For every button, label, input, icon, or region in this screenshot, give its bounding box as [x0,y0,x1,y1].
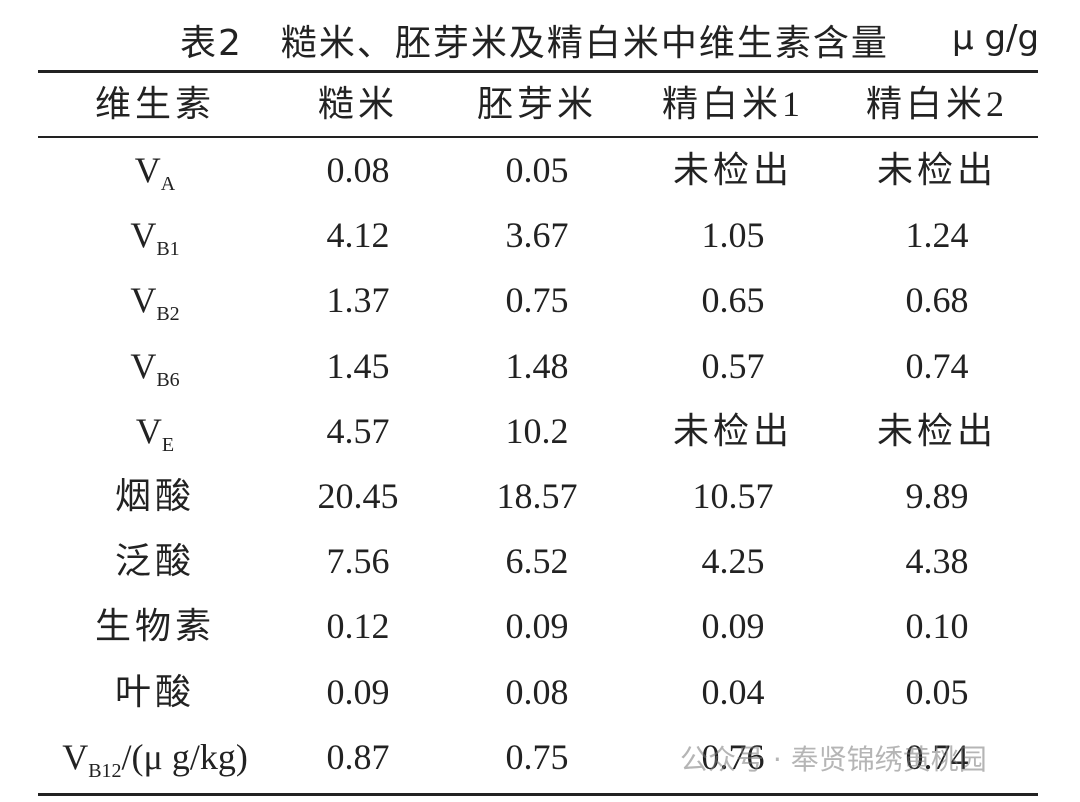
header-cell: 糙米 [317,84,398,124]
unit: μ g/g [952,18,1040,58]
cell-value: 4.25 [701,541,765,582]
subscript: A [160,173,176,195]
label-text: V [130,280,157,321]
cell-value: 0.05 [905,671,969,712]
cell-value: 0.08 [326,150,390,190]
cell-value: 9.89 [905,476,969,516]
cell-value: 4.38 [905,541,969,582]
row-label: VA [55,150,255,204]
cell-value: 1.37 [326,280,390,321]
header-cell: 精白米2 [865,84,1008,124]
cell-value: 0.10 [905,606,969,647]
cell-value: 6.52 [505,541,569,582]
cell-value: 4.57 [326,410,390,451]
cell-value: 7.56 [326,541,390,582]
cell-value: 10.2 [505,410,569,451]
cell-value: 0.09 [701,606,765,647]
label-text: /(μ g/kg) [121,736,248,777]
cell-value: 18.57 [496,476,578,516]
subscript: B12 [88,759,122,782]
cell-value: 0.09 [505,606,569,647]
cell-value: 未检出 [672,150,793,190]
row-label: 烟酸 [114,476,195,516]
cell-value: 0.76 [701,736,765,777]
row-label: 泛酸 [114,541,195,582]
cell-value: 4.12 [326,215,390,256]
row-label: 生物素 [94,606,215,647]
cell-value: 0.74 [905,736,969,777]
header-cell: 胚芽米 [476,84,597,124]
cell-value: 0.68 [905,280,969,321]
row-label: VB2 [55,280,255,334]
header-cell: 维生素 [94,84,215,124]
subscript: B1 [156,238,180,261]
cell-value: 20.45 [317,476,399,516]
row-label: VB6 [55,346,255,400]
watermark: 公众号 · 奉贤锦绣黄桃园 [680,743,987,776]
cell-value: 未检出 [876,410,997,451]
subscript: B2 [156,303,180,326]
cell-value: 未检出 [672,410,793,451]
cell-value: 1.45 [326,345,390,386]
label-text: V [130,345,157,386]
top-rule [38,70,1038,73]
header-rule [38,136,1038,138]
cell-value: 0.05 [505,150,569,190]
label-text: V [130,215,157,256]
cell-value: 0.74 [905,345,969,386]
cell-value: 1.48 [505,345,569,386]
cell-value: 10.57 [692,476,774,516]
cell-value: 1.05 [701,215,765,256]
label-text: V [134,150,161,190]
label-text: V [62,736,89,777]
subscript: B6 [156,368,180,391]
subscript: E [161,433,175,456]
cell-value: 0.57 [701,345,765,386]
row-label: VB1 [55,215,255,269]
row-label: VE [55,411,255,465]
row-label: VB12/(μ g/kg) [55,737,255,791]
cell-value: 0.75 [505,280,569,321]
cell-value: 0.12 [326,606,390,647]
table-title: 表2 糙米、胚芽米及精白米中维生素含量 [180,23,889,64]
cell-value: 0.09 [326,671,390,712]
cell-value: 0.08 [505,671,569,712]
cell-value: 0.87 [326,736,390,777]
cell-value: 0.75 [505,736,569,777]
cell-value: 未检出 [876,150,997,190]
cell-value: 0.65 [701,280,765,321]
header-cell: 精白米1 [661,84,804,124]
cell-value: 3.67 [505,215,569,256]
row-label: 叶酸 [114,671,195,712]
cell-value: 1.24 [905,215,969,256]
cell-value: 0.04 [701,671,765,712]
bottom-rule [38,793,1038,796]
label-text: V [135,410,162,451]
